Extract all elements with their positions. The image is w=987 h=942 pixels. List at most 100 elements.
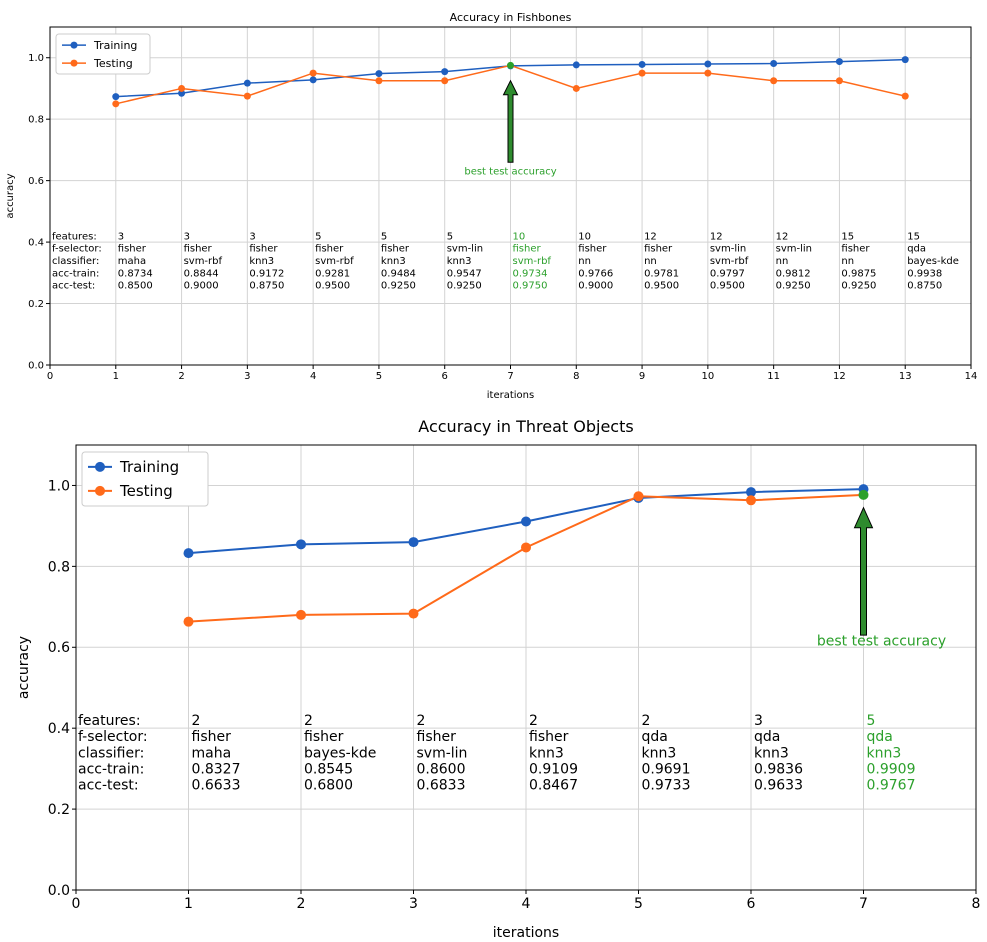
annotation-table: features:f-selector:classifier:acc-train… [78, 713, 916, 794]
table-cell: 10 [513, 231, 526, 242]
data-point-testing [633, 491, 644, 502]
data-point-testing [112, 100, 120, 108]
data-point-training [183, 548, 194, 559]
legend-label: Testing [93, 57, 133, 70]
table-row-label: acc-test: [78, 778, 139, 794]
table-cell: 0.9875 [841, 268, 876, 279]
table-cell: 2 [642, 713, 651, 729]
x-tick-label: 13 [899, 371, 912, 382]
table-cell: 0.9836 [754, 762, 803, 778]
x-tick-label: 5 [376, 371, 382, 382]
legend-box [55, 33, 151, 75]
table-row-label: classifier: [78, 745, 144, 761]
table-cell: 0.9750 [513, 281, 548, 292]
table-cell: nn [776, 256, 789, 267]
data-point-testing [309, 69, 317, 77]
table-row-label: features: [52, 231, 97, 242]
table-cell: knn3 [381, 256, 406, 267]
table-cell: fisher [644, 244, 673, 255]
threat-objects-chart: 0 1 2 3 4 5 6 7 8 0.0 0.2 0.4 0.6 0.8 1.0 Accuracy in T… [16, 417, 980, 941]
table-cell: 2 [529, 713, 538, 729]
data-point-testing [441, 77, 449, 85]
chart-title: Accuracy in Threat Objects [418, 417, 633, 436]
x-tick-label: 7 [859, 896, 868, 912]
legend-label: Training [119, 458, 179, 476]
table-cell: 0.9172 [249, 268, 284, 279]
table-cell: bayes-kde [304, 745, 376, 761]
data-point-testing [572, 84, 580, 92]
y-tick-label: 0.2 [28, 299, 44, 310]
table-cell: 15 [841, 231, 854, 242]
data-point-training [296, 539, 306, 550]
data-point-testing [704, 69, 712, 77]
legend-swatch-marker [70, 59, 78, 67]
data-point-testing [243, 92, 251, 100]
ticks: 0 1 2 3 4 5 6 7 8 0.0 0.2 0.4 0.6 0.8 1.0 [48, 478, 981, 912]
table-cell: svm-lin [417, 745, 468, 761]
y-axis-label: accuracy [16, 636, 32, 699]
table-cell: 0.9767 [867, 778, 916, 794]
table-cell: 0.9766 [578, 268, 613, 279]
data-point-training [408, 537, 419, 548]
table-cell: fisher [304, 729, 344, 745]
table-cell: 12 [710, 231, 723, 242]
x-tick-label: 1 [184, 896, 193, 912]
data-point-testing [770, 77, 778, 85]
data-point-testing [408, 608, 419, 619]
data-point-training [638, 60, 646, 68]
table-cell: qda [867, 729, 893, 745]
x-tick-label: 12 [833, 371, 846, 382]
table-cell: 0.8600 [417, 762, 466, 778]
table-cell: 0.6633 [192, 778, 241, 794]
y-axis-label: accuracy [5, 173, 16, 218]
table-cell: 0.9500 [315, 281, 350, 292]
table-cell: 0.9733 [642, 778, 691, 794]
data-point-testing [375, 77, 383, 85]
table-cell: 5 [315, 231, 321, 242]
table-cell: 0.8844 [184, 268, 219, 279]
grid [49, 27, 972, 366]
legend: Training Testing [81, 451, 209, 507]
table-cell: 0.8500 [118, 281, 153, 292]
table-cell: 0.8327 [192, 762, 241, 778]
data-point-training [835, 58, 843, 66]
chart-title: Accuracy in Fishbones [450, 11, 572, 24]
table-cell: 0.8545 [304, 762, 353, 778]
table-cell: 0.9281 [315, 268, 350, 279]
x-tick-label: 8 [573, 371, 579, 382]
x-tick-label: 5 [634, 896, 643, 912]
table-cell: 0.9781 [644, 268, 679, 279]
data-point-training [375, 70, 383, 78]
table-cell: fisher [578, 244, 607, 255]
best-accuracy-label: best test accuracy [817, 633, 946, 649]
table-cell: maha [118, 256, 146, 267]
data-point-training [901, 56, 909, 64]
table-cell: knn3 [529, 745, 564, 761]
data-point-testing [521, 542, 531, 553]
table-cell: 5 [381, 231, 387, 242]
data-point-training [441, 68, 449, 76]
table-cell: knn3 [867, 745, 902, 761]
data-point-training [572, 61, 580, 69]
table-cell: svm-rbf [710, 256, 749, 267]
table-cell: 0.9000 [184, 281, 219, 292]
table-cell: 0.9691 [642, 762, 691, 778]
table-cell: 0.9500 [710, 281, 745, 292]
data-point-training [704, 60, 712, 68]
data-point-testing [638, 69, 646, 77]
series-testing [183, 489, 869, 627]
legend-swatch-marker [95, 461, 105, 472]
y-tick-label: 1.0 [28, 53, 44, 64]
table-cell: 0.8734 [118, 268, 153, 279]
y-tick-label: 0.2 [48, 802, 70, 818]
table-row-label: acc-test: [52, 281, 95, 292]
x-tick-label: 0 [47, 371, 53, 382]
table-cell: fisher [529, 729, 569, 745]
table-cell: fisher [192, 729, 232, 745]
table-row-label: classifier: [52, 256, 99, 267]
grid [75, 445, 977, 891]
x-tick-label: 0 [72, 896, 81, 912]
table-cell: fisher [184, 244, 213, 255]
table-cell: 0.9250 [381, 281, 416, 292]
table-cell: 3 [754, 713, 763, 729]
